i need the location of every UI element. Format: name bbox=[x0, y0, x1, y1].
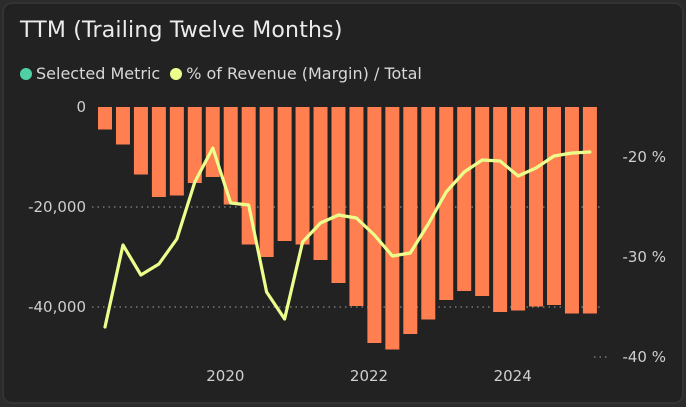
x-tick-label-0: 2020 bbox=[206, 367, 244, 385]
bar-2019-q1 bbox=[151, 107, 166, 197]
bar-2020-q3 bbox=[259, 107, 274, 257]
bar-2025-q1 bbox=[582, 107, 597, 314]
bar-2022-q2 bbox=[385, 107, 400, 350]
legend-item-margin[interactable]: % of Revenue (Margin) / Total bbox=[170, 64, 422, 83]
y-right-tick-label-1: -30 % bbox=[622, 248, 666, 266]
series-line-margin bbox=[103, 146, 592, 329]
x-tick-label-2: 2024 bbox=[494, 367, 532, 385]
bar-2021-q3 bbox=[331, 107, 346, 283]
bar-2020-q2 bbox=[241, 107, 256, 245]
legend-dot-selected-metric bbox=[20, 67, 32, 80]
bar-2024-q1 bbox=[511, 107, 526, 311]
bar-2021-q4 bbox=[349, 107, 364, 306]
bar-2019-q2 bbox=[169, 107, 184, 196]
bar-2024-q3 bbox=[547, 107, 561, 305]
bar-2024-q4 bbox=[564, 107, 579, 314]
bar-2024-q2 bbox=[529, 107, 544, 307]
bar-2023-q3 bbox=[475, 107, 490, 296]
bar-2018-q4 bbox=[133, 107, 148, 175]
y-left-tick-label-0: 0 bbox=[76, 98, 86, 116]
legend-dot-margin bbox=[170, 67, 183, 80]
bar-2019-q3 bbox=[187, 107, 202, 183]
legend-label-selected-metric: Selected Metric bbox=[36, 64, 161, 83]
bar-2020-q1 bbox=[223, 107, 238, 205]
legend-item-selected-metric[interactable]: Selected Metric bbox=[20, 64, 160, 83]
y-right-tick-label-0: -20 % bbox=[622, 148, 666, 166]
y-right-tick-label-2: -40 % bbox=[622, 348, 666, 366]
bar-2022-q1 bbox=[367, 107, 382, 343]
bar-2022-q3 bbox=[403, 107, 418, 334]
y-left-tick-label-1: -20,000 bbox=[28, 198, 86, 216]
chart-legend: Selected Metric % of Revenue (Margin) / … bbox=[20, 64, 432, 83]
bar-2023-q1 bbox=[439, 107, 454, 300]
x-tick-label-1: 2022 bbox=[350, 367, 388, 385]
bar-2023-q2 bbox=[457, 107, 472, 291]
bar-2018-q3 bbox=[115, 107, 130, 145]
legend-label-margin: % of Revenue (Margin) / Total bbox=[186, 64, 422, 83]
bar-2020-q4 bbox=[277, 107, 292, 241]
bar-2021-q2 bbox=[313, 107, 328, 260]
bar-2018-q2 bbox=[98, 107, 112, 130]
bar-2022-q4 bbox=[421, 107, 436, 320]
bar-2023-q4 bbox=[493, 107, 508, 312]
bar-2021-q1 bbox=[295, 107, 310, 245]
chart-title: TTM (Trailing Twelve Months) bbox=[20, 18, 343, 43]
y-left-tick-label-2: -40,000 bbox=[28, 298, 86, 316]
